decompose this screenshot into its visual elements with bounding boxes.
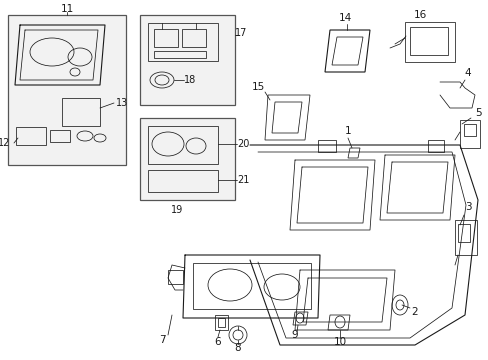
Text: 21: 21 <box>236 175 249 185</box>
Bar <box>193 263 310 309</box>
Bar <box>148 170 218 192</box>
Text: 9: 9 <box>291 330 298 340</box>
Text: 12: 12 <box>0 138 10 148</box>
Bar <box>16 127 46 145</box>
Text: 13: 13 <box>116 98 128 108</box>
Text: 20: 20 <box>236 139 249 149</box>
Text: 14: 14 <box>338 13 351 23</box>
Bar <box>427 140 443 152</box>
Text: 2: 2 <box>411 307 417 317</box>
Bar <box>457 224 469 242</box>
Bar <box>454 220 476 255</box>
Bar <box>50 130 70 142</box>
Bar <box>154 51 205 58</box>
Text: 18: 18 <box>183 75 196 85</box>
Text: 6: 6 <box>214 337 221 347</box>
Bar <box>182 29 205 47</box>
Bar <box>148 23 218 61</box>
Text: 15: 15 <box>251 82 264 92</box>
Bar <box>463 124 475 136</box>
Text: 11: 11 <box>60 4 74 14</box>
Text: 7: 7 <box>159 335 165 345</box>
Text: 19: 19 <box>171 205 183 215</box>
Text: 4: 4 <box>464 68 470 78</box>
Bar <box>140 15 235 105</box>
Bar <box>8 15 126 165</box>
Bar <box>168 270 183 284</box>
Bar <box>62 98 100 126</box>
Text: 17: 17 <box>234 28 246 38</box>
Bar <box>409 27 447 55</box>
Text: 5: 5 <box>474 108 481 118</box>
Bar <box>459 120 479 148</box>
Text: 10: 10 <box>333 337 346 347</box>
Text: 3: 3 <box>464 202 470 212</box>
Bar <box>148 126 218 164</box>
Bar <box>404 22 454 62</box>
Text: 16: 16 <box>412 10 426 20</box>
Bar <box>317 140 335 152</box>
Text: 1: 1 <box>344 126 350 136</box>
Bar <box>154 29 178 47</box>
Text: 8: 8 <box>234 343 241 353</box>
Bar <box>140 118 235 200</box>
